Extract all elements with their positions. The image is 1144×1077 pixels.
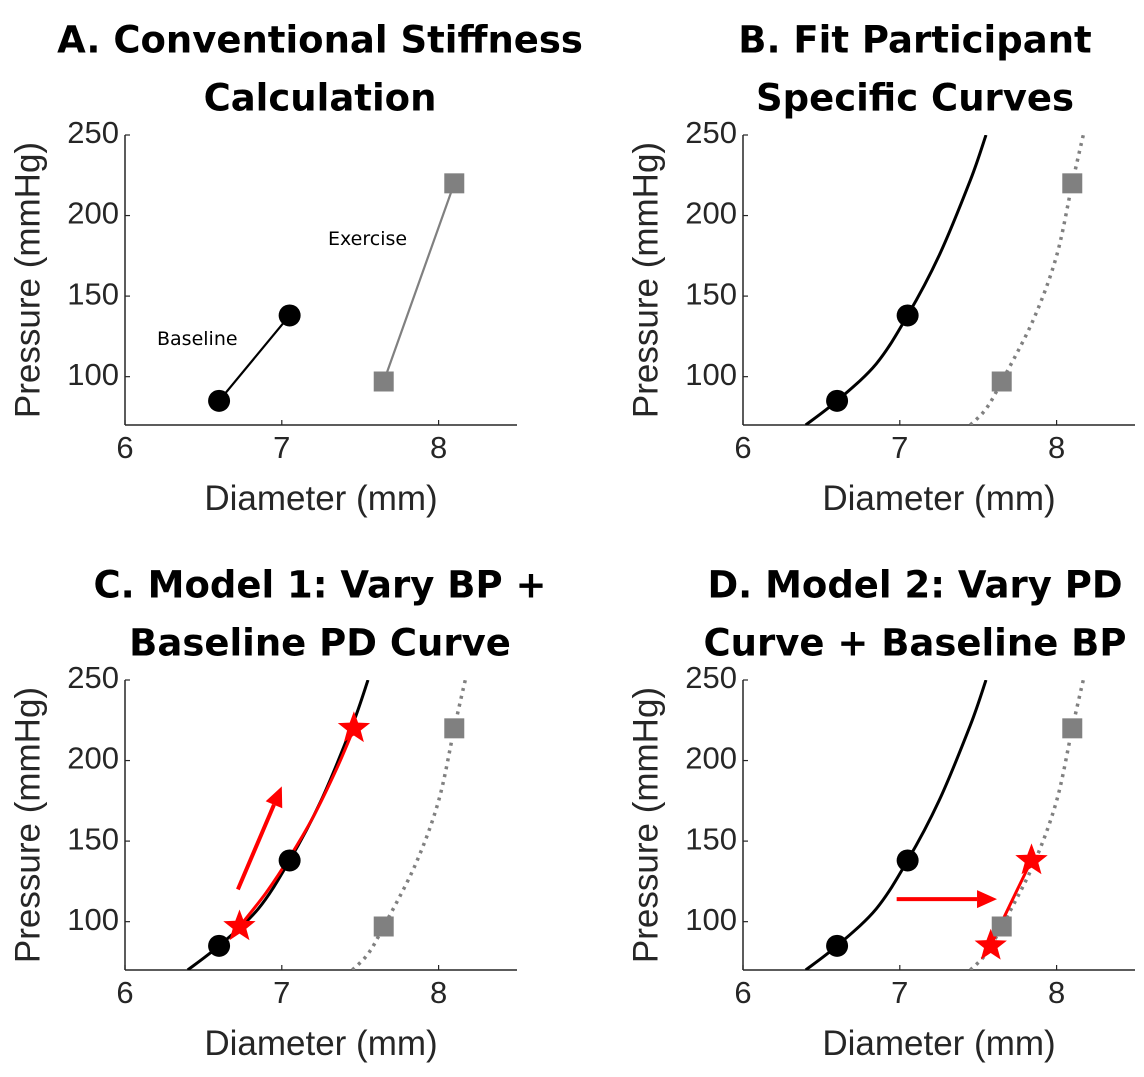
- curve-model: [238, 727, 356, 928]
- exercise-point: [991, 371, 1012, 392]
- plot-area: [804, 135, 1086, 425]
- y-tick-label: 200: [67, 196, 119, 231]
- baseline-point: [278, 304, 301, 327]
- chart-title-line: Curve + Baseline BP: [703, 622, 1126, 665]
- series-line-baseline: [218, 314, 291, 402]
- baseline-point: [208, 934, 231, 957]
- x-axis-label: Diameter (mm): [822, 1024, 1055, 1063]
- y-tick-label: 150: [67, 276, 119, 311]
- arrow-shaft: [236, 803, 276, 891]
- y-tick-label: 150: [685, 276, 737, 311]
- annotation-baseline: Baseline: [157, 328, 238, 350]
- plot-area: [804, 680, 1086, 970]
- y-tick-label: 250: [685, 115, 737, 150]
- y-axis-label: Pressure (mmHg): [8, 687, 47, 963]
- x-tick-label: 7: [273, 975, 290, 1010]
- panel-a: A. Conventional Stiffness Calculation 6 7 8 1…: [8, 19, 583, 519]
- chart-title-line: Calculation: [204, 77, 437, 120]
- y-tick-label: 250: [67, 660, 119, 695]
- arrow-head: [977, 890, 998, 909]
- baseline-point: [896, 304, 919, 327]
- chart-title-line: B. Fit Participant: [738, 19, 1091, 62]
- baseline-point: [896, 849, 919, 872]
- y-tick-label: 150: [67, 821, 119, 856]
- baseline-point: [278, 849, 301, 872]
- y-tick-label: 100: [67, 902, 119, 937]
- x-tick-label: 7: [891, 975, 908, 1010]
- y-tick-label: 250: [685, 660, 737, 695]
- exercise-point: [1062, 718, 1083, 739]
- plot-area: [208, 173, 465, 412]
- panel-b: B. Fit Participant Specific Curves 6 7 8 100 1…: [626, 19, 1135, 518]
- x-axis-label: Diameter (mm): [204, 479, 437, 518]
- series-line-exercise: [382, 182, 456, 382]
- y-tick-label: 100: [685, 902, 737, 937]
- chart-title-line: A. Conventional Stiffness: [57, 19, 583, 62]
- x-tick-label: 6: [116, 430, 133, 465]
- model-star-point: [223, 909, 256, 941]
- plot-area: [186, 680, 468, 970]
- x-tick-label: 6: [734, 975, 751, 1010]
- x-axis-label: Diameter (mm): [204, 1024, 437, 1063]
- chart-title-line: Specific Curves: [756, 77, 1074, 120]
- y-tick-label: 100: [685, 357, 737, 392]
- chart-title-line: D. Model 2: Vary PD: [707, 564, 1122, 607]
- y-tick-label: 100: [67, 357, 119, 392]
- panel-d: D. Model 2: Vary PD Curve + Baseline BP 6 7…: [626, 564, 1135, 1063]
- y-axis-label: Pressure (mmHg): [626, 142, 665, 418]
- baseline-point: [208, 389, 231, 412]
- x-tick-label: 8: [1048, 975, 1065, 1010]
- y-axis-label: Pressure (mmHg): [8, 142, 47, 418]
- y-tick-label: 250: [67, 115, 119, 150]
- exercise-point: [444, 718, 465, 739]
- model-star-point: [974, 928, 1007, 960]
- x-tick-label: 8: [430, 430, 447, 465]
- x-tick-label: 7: [891, 430, 908, 465]
- exercise-point: [1062, 173, 1083, 194]
- y-tick-label: 200: [685, 196, 737, 231]
- curve-baseline: [804, 680, 988, 970]
- exercise-point: [373, 916, 394, 937]
- x-tick-label: 6: [734, 430, 751, 465]
- arrow-head: [265, 786, 283, 809]
- annotation-exercise: Exercise: [328, 228, 407, 250]
- x-tick-label: 8: [430, 975, 447, 1010]
- chart-title-line: C. Model 1: Vary BP +: [94, 564, 547, 607]
- x-tick-label: 7: [273, 430, 290, 465]
- y-tick-label: 200: [685, 741, 737, 776]
- x-tick-label: 8: [1048, 430, 1065, 465]
- chart-title-line: Baseline PD Curve: [129, 622, 511, 665]
- exercise-point: [373, 371, 394, 392]
- y-tick-label: 150: [685, 821, 737, 856]
- x-axis-label: Diameter (mm): [822, 479, 1055, 518]
- y-axis-label: Pressure (mmHg): [626, 687, 665, 963]
- model-star-point: [1015, 843, 1048, 875]
- exercise-point: [991, 916, 1012, 937]
- curve-baseline: [804, 135, 988, 425]
- y-tick-label: 200: [67, 741, 119, 776]
- exercise-point: [444, 173, 465, 194]
- model-star-point: [337, 711, 371, 743]
- x-tick-label: 6: [116, 975, 133, 1010]
- baseline-point: [826, 389, 849, 412]
- baseline-point: [826, 934, 849, 957]
- panel-c: C. Model 1: Vary BP + Baseline PD Curve 6 7…: [8, 564, 546, 1064]
